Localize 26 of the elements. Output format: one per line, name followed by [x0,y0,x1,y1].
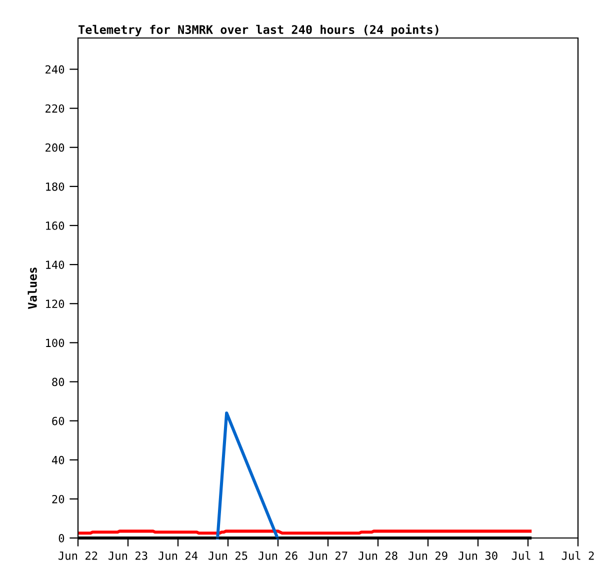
y-tick-label: 180 [46,182,64,191]
y-tick-label: 200 [46,143,64,152]
y-tick-label: 160 [46,222,64,230]
y-tick-label: 120 [46,300,64,308]
x-tick-label: Jun 28 [358,551,398,560]
x-tick-label: Jun 27 [308,551,348,560]
x-tick-label: Jun 22 [58,551,98,560]
x-tick-label: Jun 29 [408,551,448,560]
y-tick-label: 80 [52,378,64,386]
y-tick-label: 140 [46,260,64,269]
y-tick-label: 0 [58,534,64,542]
chart-title: Telemetry for N3MRK over last 240 hours (24 points) [78,24,438,36]
x-tick-label: Jun 25 [208,551,248,560]
y-tick-label: 40 [52,456,64,464]
x-tick-label: Jul 2 [562,551,594,560]
y-tick-label: 20 [52,494,64,504]
y-tick-label: 240 [46,65,64,74]
x-tick-label: Jun 23 [108,551,148,560]
y-tick-label: 100 [46,338,64,348]
y-tick-label: 220 [46,104,64,113]
x-tick-label: Jul 1 [512,551,544,560]
y-axis-title: Values [28,268,37,309]
x-tick-label: Jun 26 [258,551,298,560]
y-tick-label: 60 [52,416,64,426]
x-tick-label: Jun 24 [158,551,198,560]
x-tick-label: Jun 30 [458,551,498,560]
